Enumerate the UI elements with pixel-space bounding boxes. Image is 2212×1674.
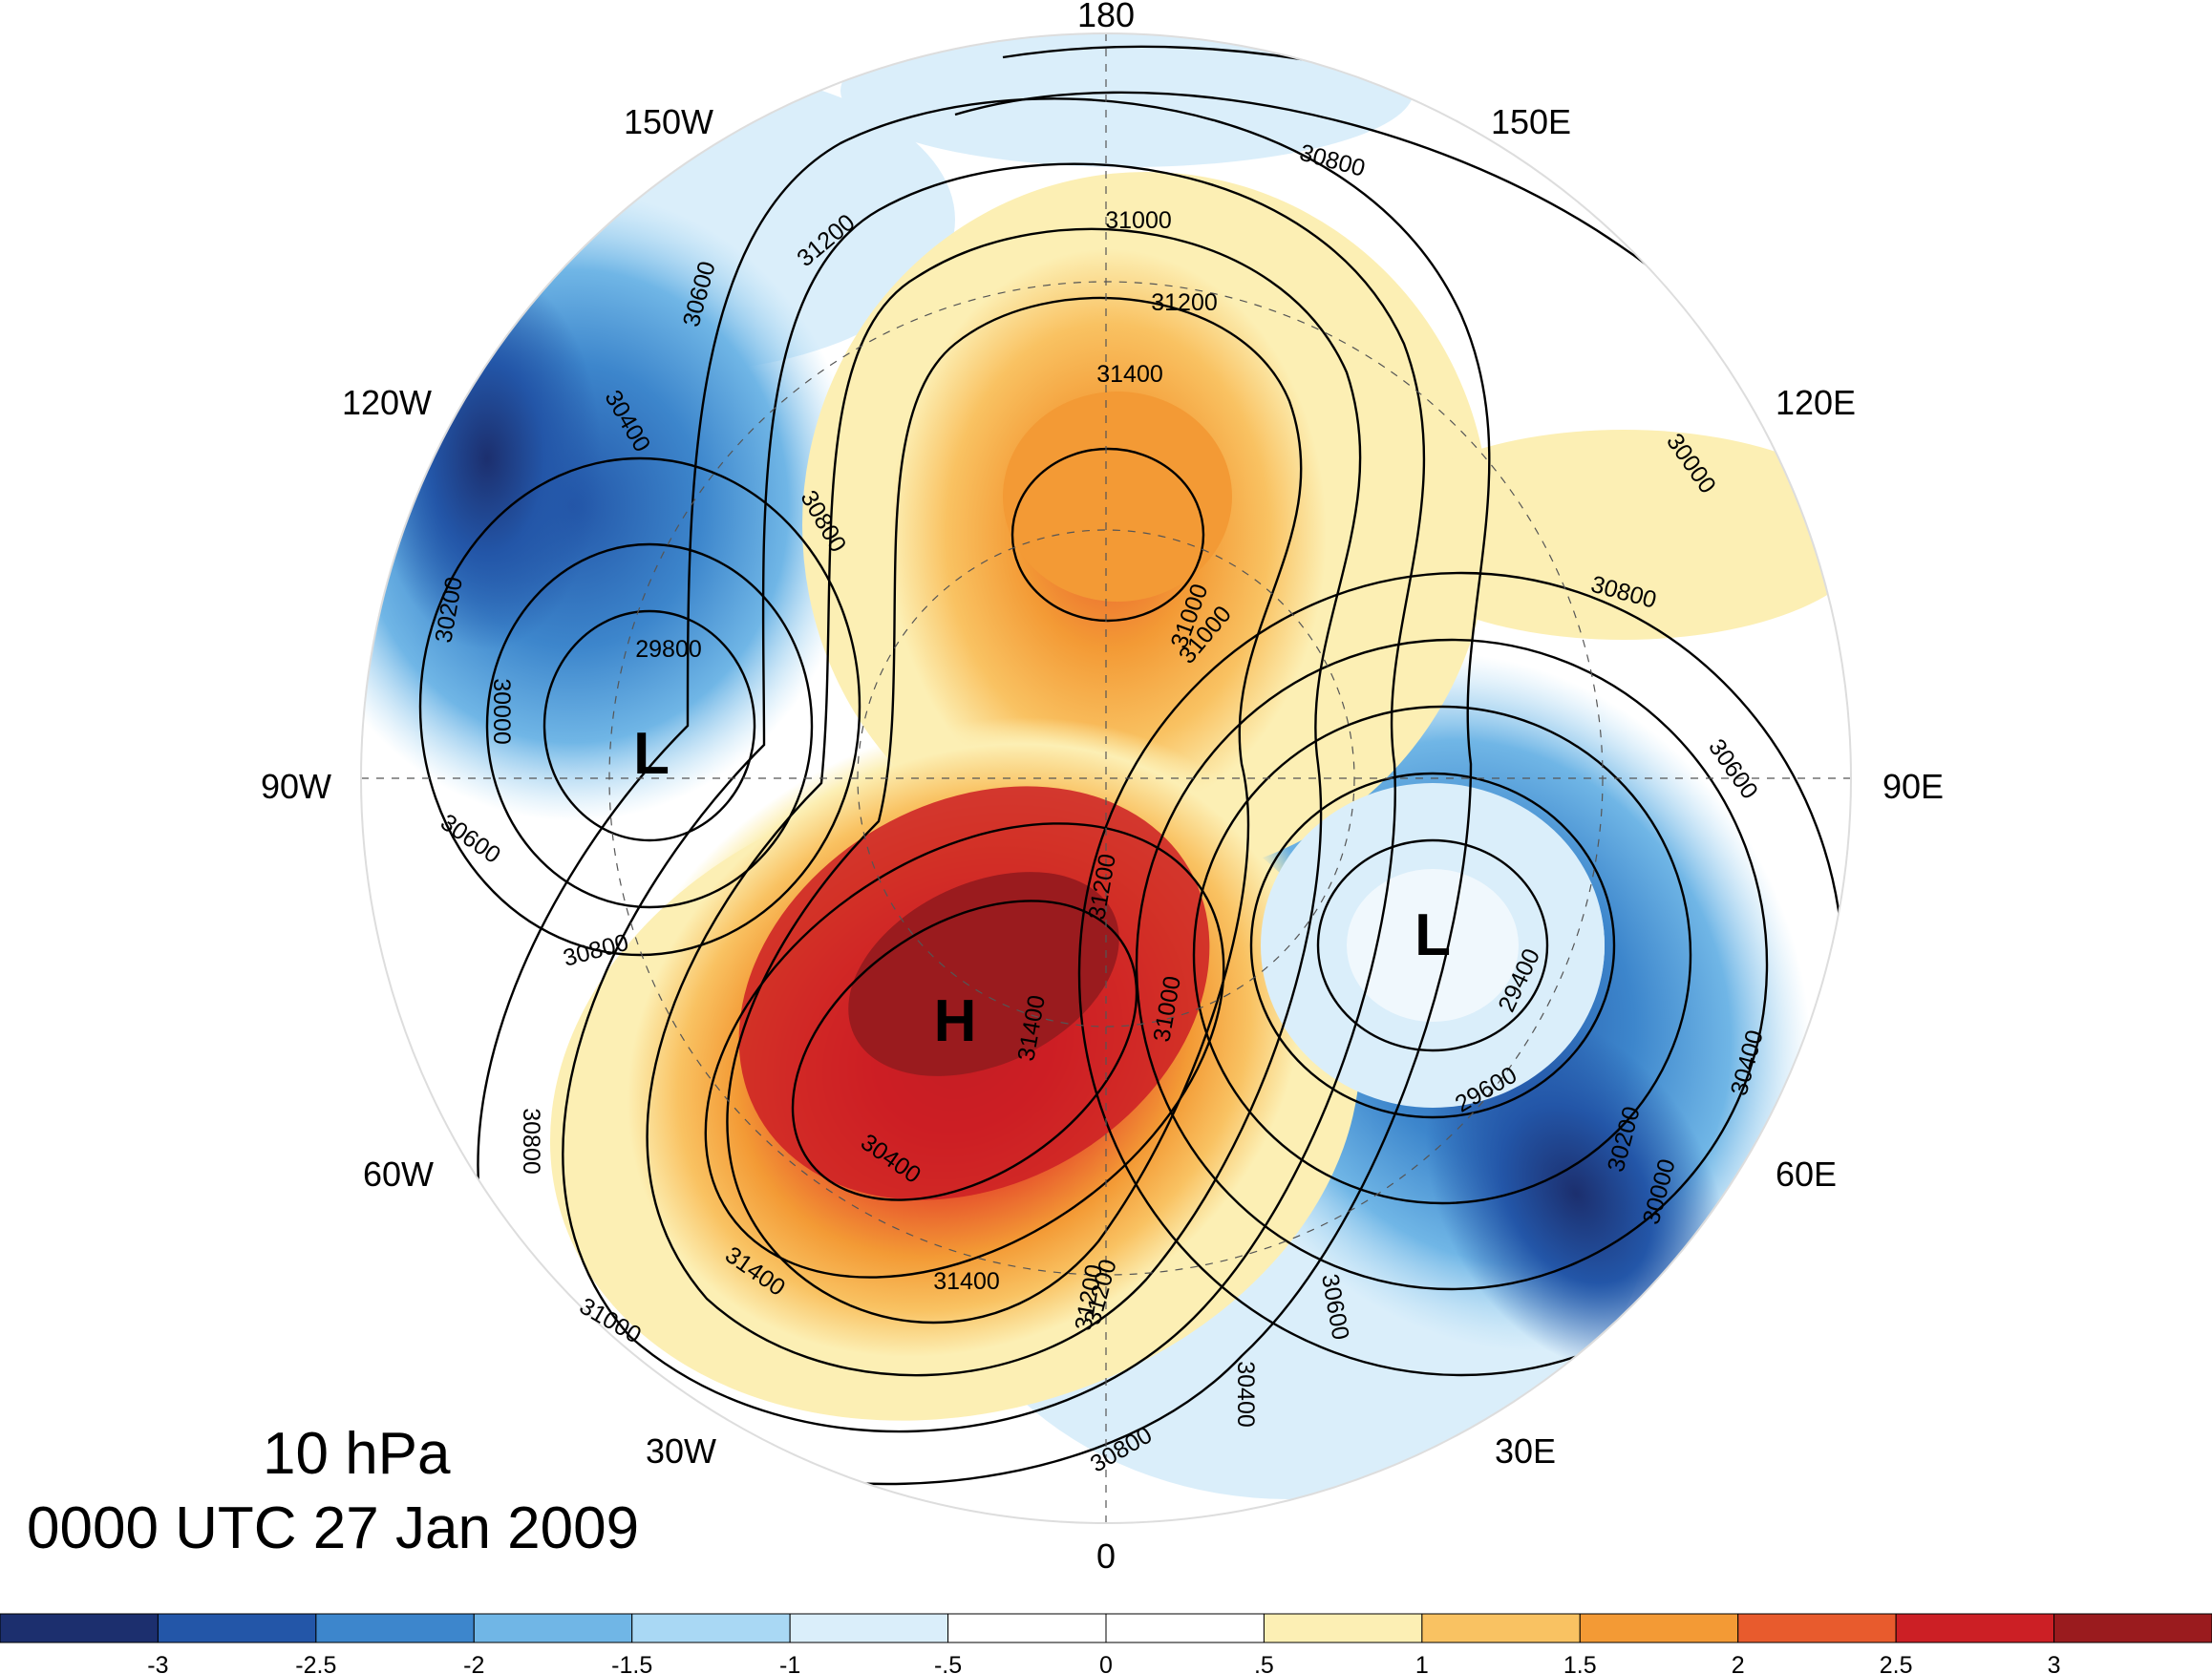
lon-label-60w: 60W (363, 1155, 434, 1194)
colorbar-tick-label: -2.5 (295, 1652, 336, 1674)
colorbar-tick-label: -3 (147, 1652, 168, 1674)
lon-label-90e: 90E (1882, 767, 1944, 806)
map-boundary (360, 32, 1852, 1524)
lon-label-150e: 150E (1491, 102, 1571, 141)
lon-label-120w: 120W (342, 383, 432, 422)
pressure-level-caption: 10 hPa (263, 1421, 451, 1487)
colorbar-box (1895, 1613, 2055, 1643)
contour-label: 31400 (1096, 361, 1163, 388)
colorbar-box (315, 1613, 475, 1643)
colorbar-tick-label: 1 (1415, 1652, 1429, 1674)
colorbar-tick-label: 2.5 (1880, 1652, 1913, 1674)
colorbar-tick-label: 1.5 (1563, 1652, 1597, 1674)
lon-label-180: 180 (1077, 0, 1135, 34)
lon-label-60e: 60E (1776, 1155, 1837, 1194)
colorbar-tick-label: .5 (1254, 1652, 1274, 1674)
contour-label: 29800 (635, 636, 702, 663)
lon-label-90w: 90W (261, 767, 331, 806)
contour-label: 31000 (1105, 207, 1172, 234)
colorbar-tick-label: -.5 (934, 1652, 962, 1674)
colorbar: -3 -2.5 -2 -1.5 -1 -.5 0 .5 1 1.5 2 2.5 3 (0, 1613, 2212, 1674)
colorbar-box (0, 1613, 159, 1643)
colorbar-box (1737, 1613, 1897, 1643)
colorbar-box (789, 1613, 949, 1643)
colorbar-box (1263, 1613, 1423, 1643)
colorbar-box (1105, 1613, 1265, 1643)
contour-label: 30400 (1232, 1361, 1259, 1428)
colorbar-box (631, 1613, 791, 1643)
lon-label-30w: 30W (646, 1431, 716, 1471)
colorbar-tick-label: 2 (1732, 1652, 1745, 1674)
colorbar-box (947, 1613, 1107, 1643)
colorbar-tick-label: 0 (1099, 1652, 1113, 1674)
longitude-labels: 180 150E 120E 90E 60E 30E 0 30W 60W 90W … (261, 0, 1944, 1576)
contour-label: 31200 (1151, 289, 1218, 316)
lon-label-150w: 150W (624, 102, 713, 141)
colorbar-tick-label: -1.5 (611, 1652, 652, 1674)
colorbar-box (157, 1613, 317, 1643)
graticule (361, 33, 1851, 1523)
contour-label: 30000 (488, 678, 515, 745)
contour-label: 31400 (933, 1268, 1000, 1295)
high-center-label: H (934, 988, 977, 1054)
lon-label-120e: 120E (1776, 383, 1856, 422)
lon-label-0: 0 (1096, 1536, 1116, 1576)
low-center-label-west: L (633, 721, 670, 787)
anomaly-shading (361, 33, 1851, 1523)
colorbar-tick-label: 3 (2048, 1652, 2061, 1674)
colorbar-tick-label: -1 (779, 1652, 800, 1674)
height-contours (418, 45, 1845, 1486)
colorbar-box (1579, 1613, 1739, 1643)
colorbar-box (2053, 1613, 2212, 1643)
valid-time-caption: 0000 UTC 27 Jan 2009 (27, 1495, 640, 1561)
lon-label-30e: 30E (1495, 1431, 1556, 1471)
colorbar-box (1421, 1613, 1581, 1643)
colorbar-box (473, 1613, 633, 1643)
colorbar-tick-label: -2 (463, 1652, 484, 1674)
contour-label: 30800 (518, 1108, 544, 1175)
low-center-label-east: L (1414, 902, 1451, 968)
